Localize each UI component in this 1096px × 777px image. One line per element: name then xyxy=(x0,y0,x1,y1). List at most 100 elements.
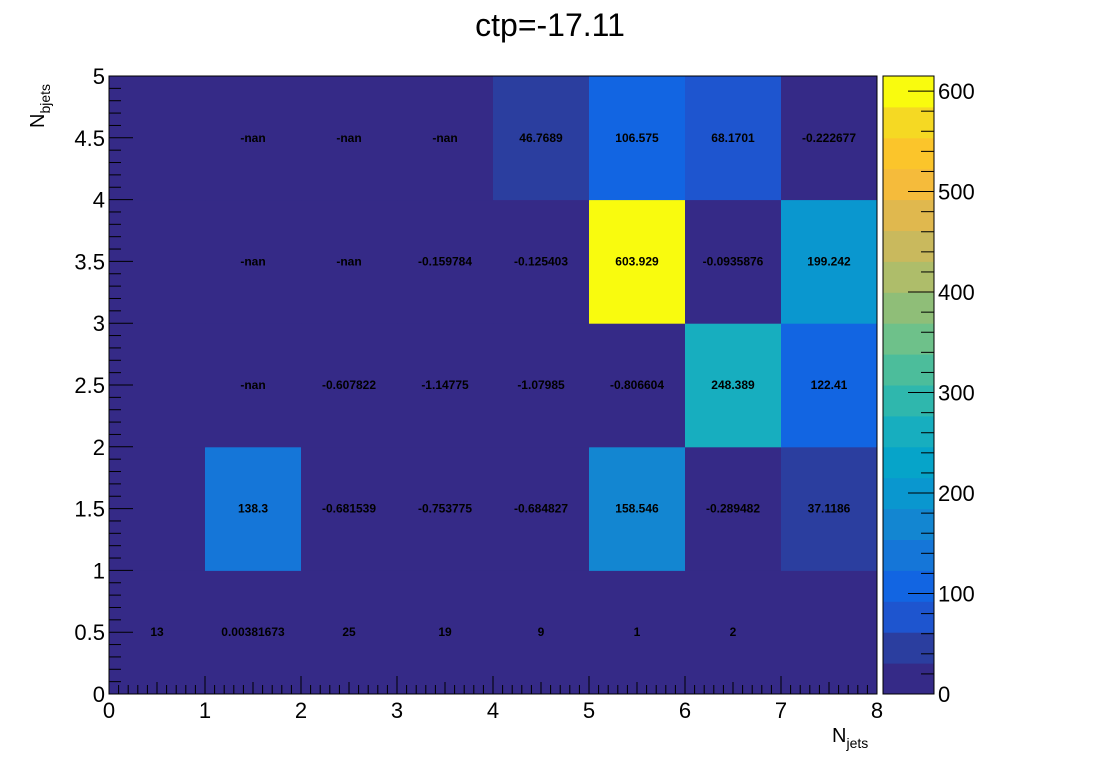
heatmap-cell-7-1 xyxy=(781,446,878,571)
colorbar-level-19 xyxy=(883,76,934,108)
colorbar-level-14 xyxy=(883,230,934,262)
colorbar-level-3 xyxy=(883,570,934,602)
cell-label-1-2: -nan xyxy=(240,378,265,392)
colorbar-level-11 xyxy=(883,323,934,355)
heatmap-cell-1-4 xyxy=(205,76,302,201)
colorbar-tick-label: 200 xyxy=(938,481,975,506)
cell-label-4-3: -0.125403 xyxy=(514,254,568,268)
heatmap-cell-5-3 xyxy=(589,199,686,324)
cell-label-2-4: -nan xyxy=(336,131,361,145)
y-tick-label: 4 xyxy=(93,188,105,213)
heatmap-cell-3-1 xyxy=(397,446,494,571)
colorbar-level-1 xyxy=(883,632,934,664)
cell-label-5-1: 158.546 xyxy=(615,502,659,516)
colorbar-tick-label: 300 xyxy=(938,381,975,406)
cell-label-5-3: 603.929 xyxy=(615,254,659,268)
y-axis-label: Nbjets xyxy=(27,84,53,128)
cell-label-3-3: -0.159784 xyxy=(418,254,472,268)
cell-label-3-0: 19 xyxy=(438,625,452,639)
x-tick-label: 5 xyxy=(583,698,595,723)
cell-label-1-0: 0.00381673 xyxy=(221,625,285,639)
colorbar-level-8 xyxy=(883,415,934,448)
cell-label-5-0: 1 xyxy=(634,625,641,639)
heatmap-cell-6-3 xyxy=(685,199,782,324)
colorbar-level-10 xyxy=(883,354,934,386)
x-axis-label: Njets xyxy=(832,725,868,751)
heatmap-cell-2-1 xyxy=(301,446,398,571)
heatmap-cell-6-2 xyxy=(685,323,782,448)
cell-label-5-2: -0.806604 xyxy=(610,378,664,392)
cell-label-4-2: -1.07985 xyxy=(517,378,565,392)
y-tick-label: 0.5 xyxy=(74,620,105,645)
colorbar-level-7 xyxy=(883,446,934,479)
colorbar-level-4 xyxy=(883,539,934,571)
colorbar-level-16 xyxy=(883,168,934,201)
heatmap-cell-5-0 xyxy=(589,570,686,695)
cell-label-3-1: -0.753775 xyxy=(418,502,472,516)
cell-label-2-2: -0.607822 xyxy=(322,378,376,392)
y-tick-label: 3.5 xyxy=(74,249,105,274)
heatmap-cell-4-1 xyxy=(493,446,590,571)
heatmap-cell-2-3 xyxy=(301,199,398,324)
y-tick-label: 0 xyxy=(93,682,105,707)
colorbar-tick-label: 400 xyxy=(938,280,975,305)
cell-label-6-0: 2 xyxy=(730,625,737,639)
heatmap-cell-6-0 xyxy=(685,570,782,695)
x-tick-label: 0 xyxy=(103,698,115,723)
colorbar-level-15 xyxy=(883,199,934,231)
heatmap-cell-1-1 xyxy=(205,446,302,571)
colorbar-level-5 xyxy=(883,508,934,540)
colorbar-level-2 xyxy=(883,601,934,633)
heatmap-cell-6-4 xyxy=(685,76,782,201)
heatmap-cell-3-2 xyxy=(397,323,494,448)
heatmap-cell-7-2 xyxy=(781,323,878,448)
cell-label-5-4: 106.575 xyxy=(615,131,659,145)
cell-label-4-1: -0.684827 xyxy=(514,502,568,516)
heatmap-cell-7-0 xyxy=(781,570,878,695)
cell-label-3-4: -nan xyxy=(432,131,457,145)
axes: 0 1 2 3 4 5 6 7 8 0 0.5 1 1.5 2 2.5 3 3.5 4 4.5 5 xyxy=(74,64,883,723)
colorbar-tick-label: 100 xyxy=(938,582,975,607)
colorbar-level-9 xyxy=(883,385,934,417)
heatmap-cells xyxy=(109,76,878,695)
y-tick-label: 4.5 xyxy=(74,126,105,151)
cell-label-2-0: 25 xyxy=(342,625,356,639)
cell-label-7-2: 122.41 xyxy=(811,378,848,392)
cell-label-6-4: 68.1701 xyxy=(711,131,755,145)
heatmap-cell-7-3 xyxy=(781,199,878,324)
y-tick-label: 1 xyxy=(93,558,105,583)
heatmap-cell-1-0 xyxy=(205,570,302,695)
x-tick-label: 6 xyxy=(679,698,691,723)
x-tick-label: 4 xyxy=(487,698,499,723)
heatmap-cell-3-0 xyxy=(397,570,494,695)
y-tick-label: 3 xyxy=(93,311,105,336)
heatmap-cell-4-3 xyxy=(493,199,590,324)
y-tick-label: 5 xyxy=(93,64,105,89)
x-tick-label: 1 xyxy=(199,698,211,723)
y-tick-label: 2 xyxy=(93,435,105,460)
cell-label-4-0: 9 xyxy=(538,625,545,639)
cell-label-6-1: -0.289482 xyxy=(706,502,760,516)
x-tick-label: 8 xyxy=(871,698,883,723)
heatmap-cell-5-4 xyxy=(589,76,686,201)
heatmap-cell-6-1 xyxy=(685,446,782,571)
colorbar: 0 100 200 300 400 500 600 xyxy=(882,75,975,707)
heatmap-cell-2-2 xyxy=(301,323,398,448)
cell-label-6-2: 248.389 xyxy=(711,378,755,392)
heatmap-cell-3-4 xyxy=(397,76,494,201)
heatmap-cell-7-4 xyxy=(781,76,878,201)
colorbar-tick-label: 600 xyxy=(938,79,975,104)
colorbar-tick-label: 0 xyxy=(938,682,950,707)
heatmap-cell-2-0 xyxy=(301,570,398,695)
y-tick-label: 1.5 xyxy=(74,497,105,522)
heatmap-cell-2-4 xyxy=(301,76,398,201)
colorbar-level-17 xyxy=(883,137,934,170)
x-tick-label: 2 xyxy=(295,698,307,723)
cell-label-7-4: -0.222677 xyxy=(802,131,856,145)
cell-label-6-3: -0.0935876 xyxy=(703,254,764,268)
x-tick-label: 3 xyxy=(391,698,403,723)
cell-label-4-4: 46.7689 xyxy=(519,131,563,145)
colorbar-level-12 xyxy=(883,292,934,324)
cell-label-1-3: -nan xyxy=(240,254,265,268)
